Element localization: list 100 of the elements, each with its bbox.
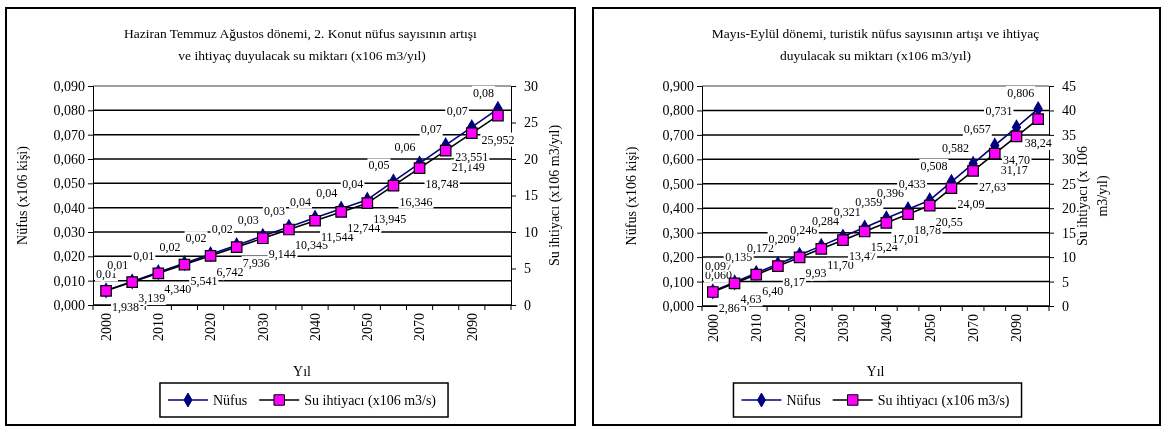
- y2-tick-label: 0: [1062, 298, 1069, 314]
- x-tick-label: 2010: [749, 314, 765, 342]
- x-tick-label: 2040: [307, 313, 323, 341]
- y-tick-label: 0,700: [662, 127, 694, 143]
- data-label: 0,07: [446, 104, 468, 119]
- point: [465, 127, 478, 139]
- point: [439, 144, 452, 157]
- y-tick-label: 0,200: [662, 250, 694, 266]
- data-label: 0,508: [920, 158, 948, 173]
- chart-title: Mayıs-Eylül dönemi, turistik nüfus sayısının artışı ve ihtiyaç duyulacak su miktarı (x106 m3/yıl): [711, 26, 1040, 63]
- y2-tick-label: 45: [1062, 78, 1076, 94]
- data-label: 0,806: [1007, 85, 1035, 100]
- y-axis-title: Nüfus (x106 kişi): [15, 145, 31, 245]
- point: [230, 241, 243, 253]
- data-label: 0,582: [942, 140, 970, 155]
- y2-tick-label: 15: [524, 188, 538, 204]
- data-label: 27,63: [979, 179, 1007, 194]
- y-tick-label: 0,030: [53, 224, 85, 240]
- point: [772, 260, 784, 272]
- y-tick-label: 0,020: [53, 249, 85, 265]
- y-tick-label: 0,300: [662, 225, 694, 241]
- data-label: 0,02: [185, 231, 207, 246]
- data-label: 4,63: [740, 292, 762, 307]
- y-tick-label: 0,800: [662, 103, 694, 119]
- data-label: 3,139: [138, 291, 166, 306]
- data-label: 0,04: [290, 194, 312, 209]
- data-label: 9,93: [805, 266, 827, 281]
- data-label: 0,657: [963, 122, 991, 137]
- y-axis-title: Nüfus (x106 kişi): [624, 146, 640, 246]
- data-label: 38,24: [1024, 136, 1052, 151]
- chart-title: Haziran Temmuz Ağustos dönemi, 2. Konut nüfus sayısının artışı ve ihtiyaç duyulacak su miktarı (x106 m3/yıl): [123, 26, 481, 63]
- data-label: 0,731: [985, 104, 1013, 119]
- point: [387, 179, 400, 192]
- y2-axis-title: Su ihtiyacı (x 106 m3/yıl): [1075, 146, 1111, 246]
- y-tick-label: 0,000: [53, 297, 85, 313]
- data-label: 9,144: [268, 247, 296, 262]
- data-label: 0,02: [211, 222, 233, 237]
- y-tick-label: 0,050: [53, 176, 85, 192]
- data-label: 5,541: [190, 273, 218, 288]
- y-tick-label: 0,040: [53, 200, 85, 216]
- y-tick-label: 0,900: [662, 78, 694, 94]
- data-label: 16,346: [399, 194, 433, 209]
- point: [967, 165, 979, 177]
- point: [309, 214, 321, 227]
- point: [793, 251, 806, 264]
- data-label: 0,08: [472, 85, 494, 100]
- y-tick-label: 0,080: [53, 103, 85, 119]
- point: [361, 197, 374, 210]
- point: [923, 199, 936, 212]
- x-axis-title: Yıl: [866, 364, 885, 379]
- data-label: 4,340: [164, 282, 192, 297]
- data-label: 24,09: [957, 197, 985, 212]
- legend-label: Su ihtiyacı (x106 m3/s): [877, 393, 1010, 409]
- point: [988, 147, 1001, 160]
- data-label: 8,17: [783, 275, 805, 290]
- point: [335, 206, 348, 218]
- data-label: 20,55: [935, 214, 963, 229]
- point: [815, 242, 828, 255]
- y2-axis-title: Su ihtiyacı (x106 m3/yıl): [547, 124, 563, 267]
- y2-tick-label: 25: [524, 115, 538, 131]
- y2-tick-label: 20: [1062, 201, 1076, 217]
- y2-tick-label: 15: [1062, 225, 1076, 241]
- data-label: 0,06: [394, 140, 416, 155]
- y2-tick-label: 35: [1062, 127, 1076, 143]
- y2-tick-label: 30: [524, 78, 538, 94]
- x-tick-label: 2030: [255, 313, 271, 341]
- x-axis-title: Yıl: [293, 364, 312, 379]
- x-tick-label: 2000: [98, 313, 114, 341]
- x-tick-label: 2050: [360, 313, 376, 341]
- y-tick-label: 0,400: [662, 201, 694, 217]
- data-label: 0,03: [237, 212, 259, 227]
- data-label: 0,02: [159, 240, 181, 255]
- data-label: 6,40: [762, 283, 784, 298]
- point: [750, 268, 763, 281]
- point: [945, 182, 958, 195]
- x-tick-label: 2070: [965, 314, 981, 342]
- point: [858, 225, 871, 238]
- data-label: 1,938: [112, 299, 140, 314]
- x-tick-label: 2090: [1009, 314, 1025, 342]
- y2-tick-label: 40: [1062, 103, 1076, 119]
- x-tick-label: 2000: [705, 314, 721, 342]
- x-tick-label: 2020: [792, 314, 808, 342]
- data-label: 6,742: [216, 264, 244, 279]
- x-tick-label: 2050: [922, 314, 938, 342]
- point: [880, 217, 893, 229]
- data-label: 0,04: [316, 185, 338, 200]
- y2-tick-label: 25: [1062, 176, 1076, 192]
- y2-tick-label: 30: [1062, 152, 1076, 168]
- y-tick-label: 0,090: [53, 78, 85, 94]
- legend-label: Su ihtiyacı (x106 m3/s): [304, 393, 437, 409]
- y2-tick-label: 5: [524, 261, 531, 277]
- data-label: 0,04: [342, 176, 364, 191]
- point: [1010, 130, 1023, 143]
- y2-tick-label: 10: [1062, 250, 1076, 266]
- y2-tick-label: 10: [524, 224, 538, 240]
- y2-tick-label: 5: [1062, 274, 1069, 290]
- x-tick-label: 2010: [151, 313, 167, 341]
- x-tick-label: 2020: [203, 313, 219, 341]
- data-label: 25,952: [481, 132, 515, 147]
- y-tick-label: 0,060: [53, 151, 85, 167]
